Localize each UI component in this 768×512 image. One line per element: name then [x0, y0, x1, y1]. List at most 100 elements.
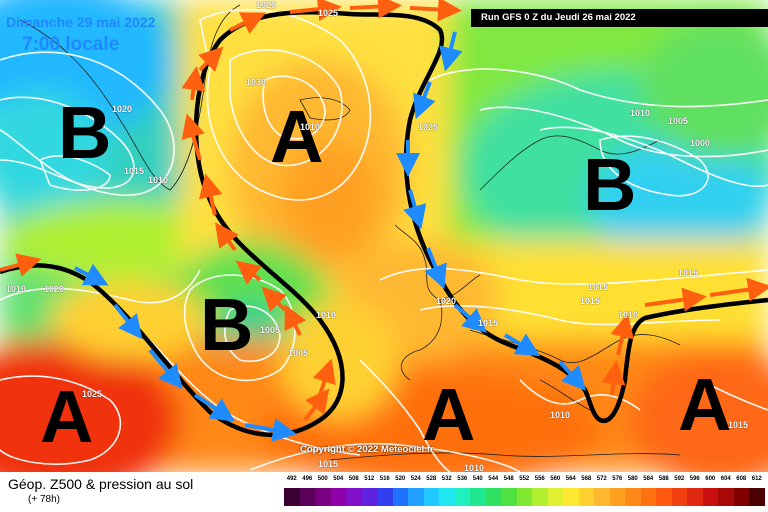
- isobar-label: 1020: [44, 284, 65, 294]
- scale-tick-label: 520: [395, 476, 406, 482]
- pressure-center-low: B: [583, 143, 637, 226]
- isobar-label: 1005: [668, 116, 689, 126]
- warm-arrow: [644, 287, 707, 312]
- warm-arrow: [181, 66, 206, 101]
- scale-tick-label: 512: [364, 476, 375, 482]
- isobar-label: 1010: [6, 284, 27, 294]
- cold-arrow: [453, 303, 488, 333]
- isobar-label: 1015: [478, 318, 499, 328]
- warm-arrow: [610, 313, 634, 356]
- warm-arrow: [214, 222, 239, 252]
- scale-color-cell: [687, 488, 703, 506]
- scale-tick-label: 580: [627, 476, 638, 482]
- warm-arrow: [303, 388, 330, 422]
- scale-tick-label: 548: [503, 476, 514, 482]
- scale-tick-label: 568: [581, 476, 592, 482]
- warm-arrow: [199, 173, 223, 216]
- isobar-label: 1010: [148, 175, 169, 185]
- legend-bar: Géop. Z500 & pression au sol (+ 78h) 492…: [0, 472, 768, 512]
- isobar-label: 1010: [300, 122, 321, 132]
- isobar-label: 1010: [550, 410, 571, 420]
- pressure-center-high: A: [422, 373, 476, 456]
- isobar-label: 1020: [112, 104, 133, 114]
- scale-tick-label: 604: [720, 476, 731, 482]
- cold-arrow: [424, 247, 447, 290]
- scale-color-cell: [330, 488, 346, 506]
- cold-arrow: [558, 360, 587, 391]
- scale-color-cell: [408, 488, 424, 506]
- warm-arrow: [601, 360, 626, 396]
- isobar-label: 1005: [260, 325, 281, 335]
- cold-flow-arrows: [74, 31, 587, 442]
- warm-arrow: [181, 113, 205, 161]
- warm-arrow: [312, 358, 336, 396]
- scale-color-cell: [749, 488, 765, 506]
- scale-color-cell: [377, 488, 393, 506]
- scale-tick-label: 572: [596, 476, 607, 482]
- scale-color-cell: [547, 488, 563, 506]
- scale-tick-label: 544: [488, 476, 499, 482]
- forecast-time: 7:00 locale: [22, 34, 120, 55]
- legend-title: Géop. Z500 & pression au sol: [8, 476, 194, 492]
- warm-arrow: [0, 253, 42, 277]
- isobar-label: 1015: [318, 459, 339, 469]
- isobar-label: 1010: [316, 310, 337, 320]
- forecast-date: Dimanche 29 mai 2022: [6, 14, 156, 30]
- cold-arrow: [244, 418, 297, 442]
- warm-arrow: [235, 260, 262, 285]
- scale-tick-label: 600: [705, 476, 716, 482]
- scale-color-cell: [609, 488, 625, 506]
- scale-color-cell: [361, 488, 377, 506]
- isobar-label: 1000: [690, 138, 711, 148]
- scale-color-cell: [485, 488, 501, 506]
- pressure-center-low: B: [58, 91, 112, 174]
- isobar-label: 1010: [464, 463, 485, 473]
- scale-tick-label: 524: [410, 476, 421, 482]
- isobar-label: 1005: [288, 348, 309, 358]
- warm-arrow: [261, 286, 287, 312]
- scale-color-cell: [346, 488, 362, 506]
- isobar-label: 1015: [678, 268, 699, 278]
- warm-arrow: [349, 0, 402, 19]
- scale-color-cell: [439, 488, 455, 506]
- scale-color-cell: [315, 488, 331, 506]
- z500-color-field: [0, 0, 768, 472]
- scale-tick-label: 612: [751, 476, 762, 482]
- pressure-center-low: B: [200, 283, 254, 366]
- scale-tick-label: 528: [426, 476, 437, 482]
- scale-color-cell: [299, 488, 315, 506]
- isobars: [0, 8, 768, 472]
- cold-arrow: [439, 31, 463, 72]
- scale-color-cell: [532, 488, 548, 506]
- scale-color-cell: [516, 488, 532, 506]
- warm-arrow: [198, 46, 224, 72]
- isobar-label: 1010: [618, 310, 639, 320]
- cold-arrow: [74, 263, 109, 286]
- scale-tick-label: 576: [612, 476, 623, 482]
- model-run-label: Run GFS 0 Z du Jeudi 26 mai 2022: [471, 9, 768, 27]
- scale-color-cell: [702, 488, 718, 506]
- scale-tick-label: 584: [643, 476, 654, 482]
- color-scale: 492 496 500 504 508 512 516 520 524 528 532 536 540 5…: [284, 476, 768, 510]
- isobar-label: 1015: [728, 420, 749, 430]
- cold-arrow: [503, 333, 541, 357]
- scale-tick-label: 560: [550, 476, 561, 482]
- scale-tick-label: 608: [736, 476, 747, 482]
- scale-tick-label: 552: [519, 476, 530, 482]
- scale-tick-label: 536: [457, 476, 468, 482]
- scale-tick-label: 492: [286, 476, 297, 482]
- scale-tick-label: 504: [333, 476, 344, 482]
- scale-color-cell: [594, 488, 610, 506]
- cold-arrow: [403, 189, 427, 230]
- isobar-label: 1015: [124, 166, 145, 176]
- scale-tick-label: 496: [302, 476, 313, 482]
- isobar-label: 1015: [588, 282, 609, 292]
- warm-arrow: [284, 304, 307, 336]
- warm-arrow: [229, 12, 266, 35]
- scale-tick-label: 596: [689, 476, 700, 482]
- warm-arrow: [289, 0, 342, 22]
- copyright-notice: Copyright © 2022 Meteociel.fr: [300, 444, 434, 455]
- scale-color-cell: [284, 488, 300, 506]
- scale-tick-label: 516: [379, 476, 390, 482]
- scale-color-cell: [718, 488, 734, 506]
